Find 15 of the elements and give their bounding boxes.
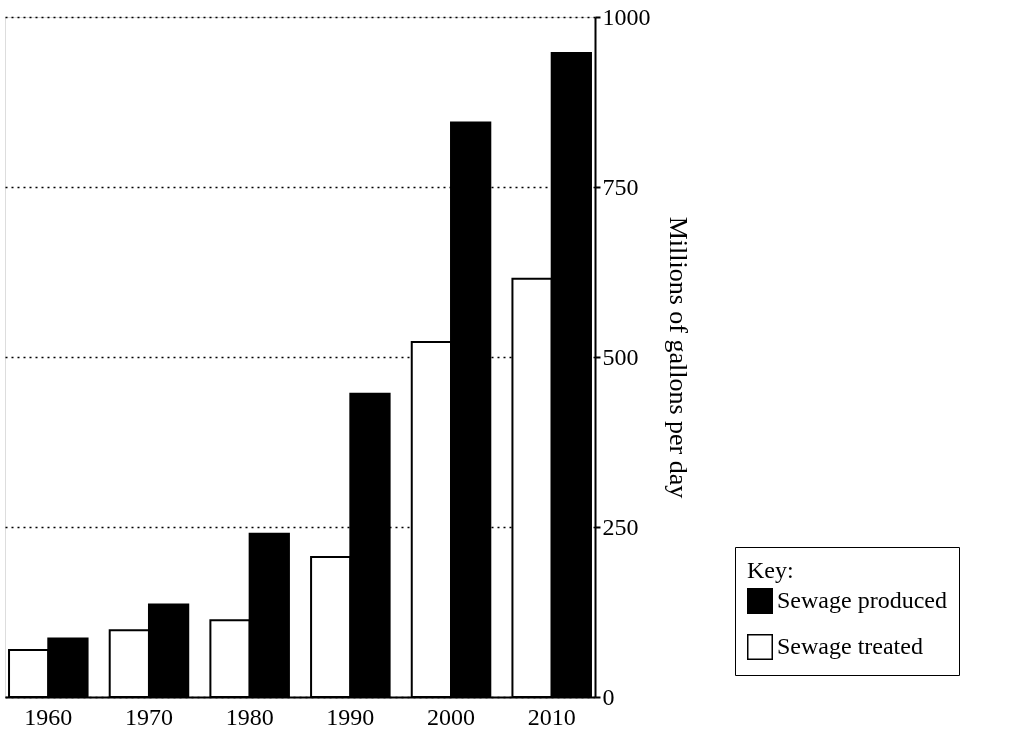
x-tick-label: 1990 — [326, 703, 375, 730]
x-tick-label: 1960 — [24, 703, 73, 730]
legend-label: Sewage treated — [777, 633, 923, 659]
x-tick-label: 2000 — [427, 703, 476, 730]
x-tick-label: 1970 — [124, 703, 173, 730]
y-tick-label: 1000 — [602, 3, 651, 30]
y-tick-label: 250 — [602, 513, 639, 540]
y-tick-label: 750 — [602, 173, 639, 200]
x-tick-label: 1980 — [225, 703, 274, 730]
legend-title: Key: — [747, 557, 794, 583]
y-tick-label: 0 — [602, 683, 615, 710]
x-tick-label: 2010 — [527, 703, 576, 730]
y-tick-label: 500 — [602, 343, 639, 370]
y-axis-title: Millions of gallons per day — [663, 216, 693, 499]
legend-label: Sewage produced — [777, 587, 947, 613]
